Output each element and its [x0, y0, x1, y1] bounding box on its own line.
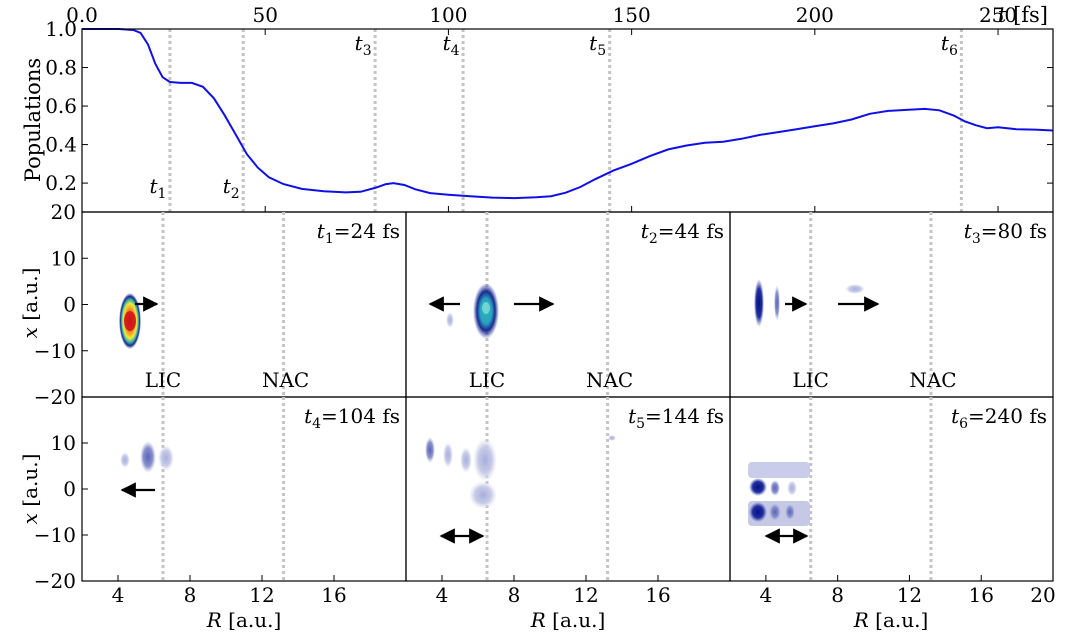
time-tick-label: 50: [252, 3, 277, 27]
time-marker-label: t1: [149, 174, 166, 202]
x-tick-label: 20: [51, 200, 76, 224]
marker-label-lic: LIC: [469, 368, 505, 392]
r-axis-label-3: R [a.u.]: [853, 608, 929, 632]
population-tick-label: 0.8: [45, 56, 77, 80]
r-tick-label: 12: [897, 583, 922, 607]
r-axis-ticks: 4 8 12 16 4 8 12 16 4 8 12 16 20: [112, 575, 1056, 607]
population-axis-label: Populations: [21, 58, 45, 182]
r-tick-label: 8: [831, 583, 844, 607]
panel-time-title: t6=240 fs: [951, 404, 1047, 432]
momentum-arrows: [120, 296, 880, 544]
time-marker-label: t4: [443, 31, 460, 59]
density-panel-4: [120, 441, 174, 473]
population-tick-label: 0.2: [45, 171, 77, 195]
time-tick-label: 100: [429, 3, 467, 27]
time-marker-label: t2: [223, 174, 240, 202]
density-panel-2: [446, 283, 499, 339]
x-axis-label-bottom: x [a.u.]: [18, 454, 42, 525]
population-tick-label: 0.6: [45, 94, 77, 118]
time-tick-label: 200: [796, 3, 834, 27]
time-marker-label: t3: [355, 31, 372, 59]
density-panel-1: [119, 293, 141, 349]
panel-time-title: t2=44 fs: [641, 219, 724, 247]
wavepacket-panels: t1=24 fs t2=44 fs t3=80 fs t4=104 fs t5=144 …: [18, 200, 1056, 632]
panel-6-frame: [729, 396, 1054, 582]
lic-nac-labels: LIC NAC LIC NAC LIC NAC: [145, 368, 957, 392]
r-tick-label: 8: [508, 583, 521, 607]
x-tick-label: 0: [63, 477, 76, 501]
r-tick-label: 8: [184, 583, 197, 607]
marker-label-nac: NAC: [909, 368, 956, 392]
density-panel-6: [748, 462, 810, 526]
panel-time-title: t5=144 fs: [628, 404, 724, 432]
marker-label-nac: NAC: [262, 368, 309, 392]
r-tick-label: 20: [1030, 583, 1055, 607]
panel-time-title: t3=80 fs: [964, 219, 1047, 247]
population-curve: [82, 28, 1054, 200]
x-tick-label: −10: [34, 523, 76, 547]
r-axis-label-1: R [a.u.]: [206, 608, 282, 632]
time-marker-label: t5: [589, 31, 606, 59]
r-tick-label: 16: [321, 583, 346, 607]
time-marker-label: t6: [941, 31, 958, 59]
r-tick-label: 4: [112, 583, 125, 607]
time-axis-ticks: 0.0 50 100 150 200 250: [66, 3, 1017, 212]
marker-label-lic: LIC: [793, 368, 829, 392]
population-tick-label: 1.0: [45, 17, 77, 41]
time-tick-label: 0.0: [66, 3, 98, 27]
panel-time-title: t1=24 fs: [317, 219, 400, 247]
x-axis-ticks: 20 10 0 −10 −20 10 0 −10 −20: [34, 200, 88, 593]
density-panel-3: [754, 279, 865, 327]
marker-label-lic: LIC: [145, 368, 181, 392]
population-axis-ticks: 0.2 0.4 0.6 0.8 1.0: [45, 17, 1053, 195]
x-tick-label: 10: [51, 431, 76, 455]
panel-time-title: t4=104 fs: [304, 404, 400, 432]
population-tick-label: 0.4: [45, 133, 77, 157]
panel-time-titles: t1=24 fs t2=44 fs t3=80 fs t4=104 fs t5=144 …: [304, 219, 1047, 432]
x-tick-label: 0: [63, 293, 76, 317]
x-axis-label-top: x [a.u.]: [18, 268, 42, 339]
r-tick-label: 4: [760, 583, 773, 607]
r-axis-label-2: R [a.u.]: [530, 608, 606, 632]
time-axis-label: t [fs]: [998, 3, 1048, 27]
marker-label-nac: NAC: [586, 368, 633, 392]
x-tick-label: 10: [51, 246, 76, 270]
r-tick-label: 12: [249, 583, 274, 607]
r-tick-label: 4: [436, 583, 449, 607]
time-tick-label: 150: [613, 3, 651, 27]
r-tick-label: 12: [573, 583, 598, 607]
time-marker-labels: t1 t2 t3 t4 t5 t6: [149, 31, 958, 202]
population-panel: 0.0 50 100 150 200 250 0.2 0.4 0.6 0.8 1.0 t1 t2 t3…: [21, 3, 1054, 213]
r-tick-label: 16: [968, 583, 993, 607]
x-tick-label: −20: [34, 569, 76, 593]
x-tick-label: −10: [34, 339, 76, 363]
density-panel-5: [425, 435, 616, 509]
r-tick-label: 16: [645, 583, 670, 607]
x-tick-label: −20: [34, 385, 76, 409]
time-tick-label: 250: [979, 3, 1017, 27]
